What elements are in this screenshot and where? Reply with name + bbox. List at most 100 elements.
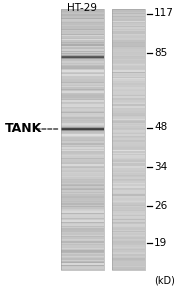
Bar [61,188,104,189]
Bar [112,118,145,120]
Bar [61,227,104,228]
Bar [112,250,145,252]
Bar [61,223,104,224]
Bar [61,177,104,178]
Bar [61,98,104,99]
Bar [61,164,104,166]
Bar [61,213,104,214]
Bar [112,215,145,217]
Bar [61,88,104,90]
Bar [112,32,145,34]
Bar [61,241,104,243]
Bar [61,60,104,61]
Bar [112,232,145,233]
Bar [61,261,104,262]
Bar [112,244,145,245]
Bar [61,215,104,217]
Bar [112,138,145,140]
Bar [61,243,104,244]
Bar [112,167,145,168]
Bar [61,239,104,240]
Bar [61,78,104,80]
Bar [61,267,104,269]
Bar [61,185,104,187]
Bar [61,48,104,50]
Bar [112,142,145,143]
Bar [112,92,145,94]
Bar [112,96,145,98]
Bar [112,158,145,159]
Bar [112,213,145,214]
Bar [112,10,145,12]
Bar [112,111,145,112]
Bar [61,31,104,32]
Bar [61,266,104,267]
Bar [112,60,145,61]
Bar [112,117,145,119]
Bar [112,236,145,237]
Bar [112,61,145,62]
Bar [112,55,145,56]
Bar [61,175,104,176]
Bar [61,30,104,31]
Bar [61,224,104,226]
Bar [112,176,145,177]
Bar [61,118,104,120]
Bar [112,177,145,178]
Bar [112,44,145,46]
Bar [61,146,104,147]
Bar [112,26,145,27]
Bar [61,116,104,117]
Bar [61,117,104,119]
Bar [112,125,145,127]
Bar [112,136,145,137]
Bar [112,46,145,47]
Bar [112,121,145,122]
Bar [61,166,104,167]
Bar [112,31,145,32]
Bar [112,14,145,16]
Bar [112,173,145,175]
Bar [61,52,104,53]
Bar [61,21,104,22]
Text: 85: 85 [154,47,167,58]
Bar [61,42,104,43]
Bar [112,187,145,188]
Bar [112,241,145,243]
Bar [61,50,104,51]
Bar [61,69,104,70]
Bar [112,82,145,83]
Bar [61,206,104,207]
Bar [61,129,104,130]
Bar [112,146,145,147]
Bar [61,176,104,177]
Bar [112,245,145,247]
Bar [61,138,104,140]
Bar [61,226,104,227]
Bar [112,28,145,30]
Bar [61,136,104,137]
Bar [112,27,145,28]
Bar [61,100,104,102]
Bar [61,230,104,231]
Bar [61,228,104,230]
Bar [112,40,145,42]
Bar [61,269,104,270]
Bar [61,126,104,128]
Bar [112,133,145,134]
Bar [61,194,104,196]
Bar [112,190,145,192]
Bar [61,9,104,10]
Bar [112,171,145,172]
Bar [112,52,145,53]
Bar [61,258,104,260]
Text: 19: 19 [154,238,167,248]
Bar [112,178,145,180]
Bar [112,72,145,73]
Bar [112,230,145,231]
Bar [112,126,145,128]
Text: (kD): (kD) [154,275,175,286]
Bar [61,142,104,143]
Bar [112,160,145,162]
Bar [61,233,104,235]
